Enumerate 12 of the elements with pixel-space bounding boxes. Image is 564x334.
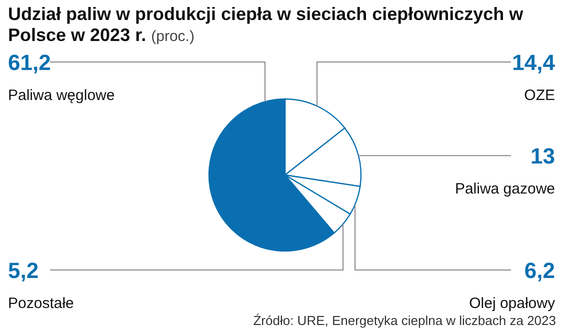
data-label: 61,2	[8, 50, 51, 75]
data-label: 14,4	[512, 50, 556, 75]
slice-label: Paliwa węglowe	[8, 87, 115, 104]
slice-label: OZE	[524, 87, 555, 104]
chart-subtitle: (proc.)	[151, 28, 194, 45]
data-label: 6,2	[524, 258, 555, 283]
data-label: 5,2	[8, 258, 39, 283]
slice-label: Paliwa gazowe	[454, 180, 555, 198]
slice-label: Pozostałe	[8, 295, 74, 312]
data-label: 13	[530, 144, 555, 169]
text: Źródło: URE, Energetyka cieplna w liczbach za 2023	[253, 313, 556, 328]
slice-label: Olej opałowy	[469, 295, 556, 312]
